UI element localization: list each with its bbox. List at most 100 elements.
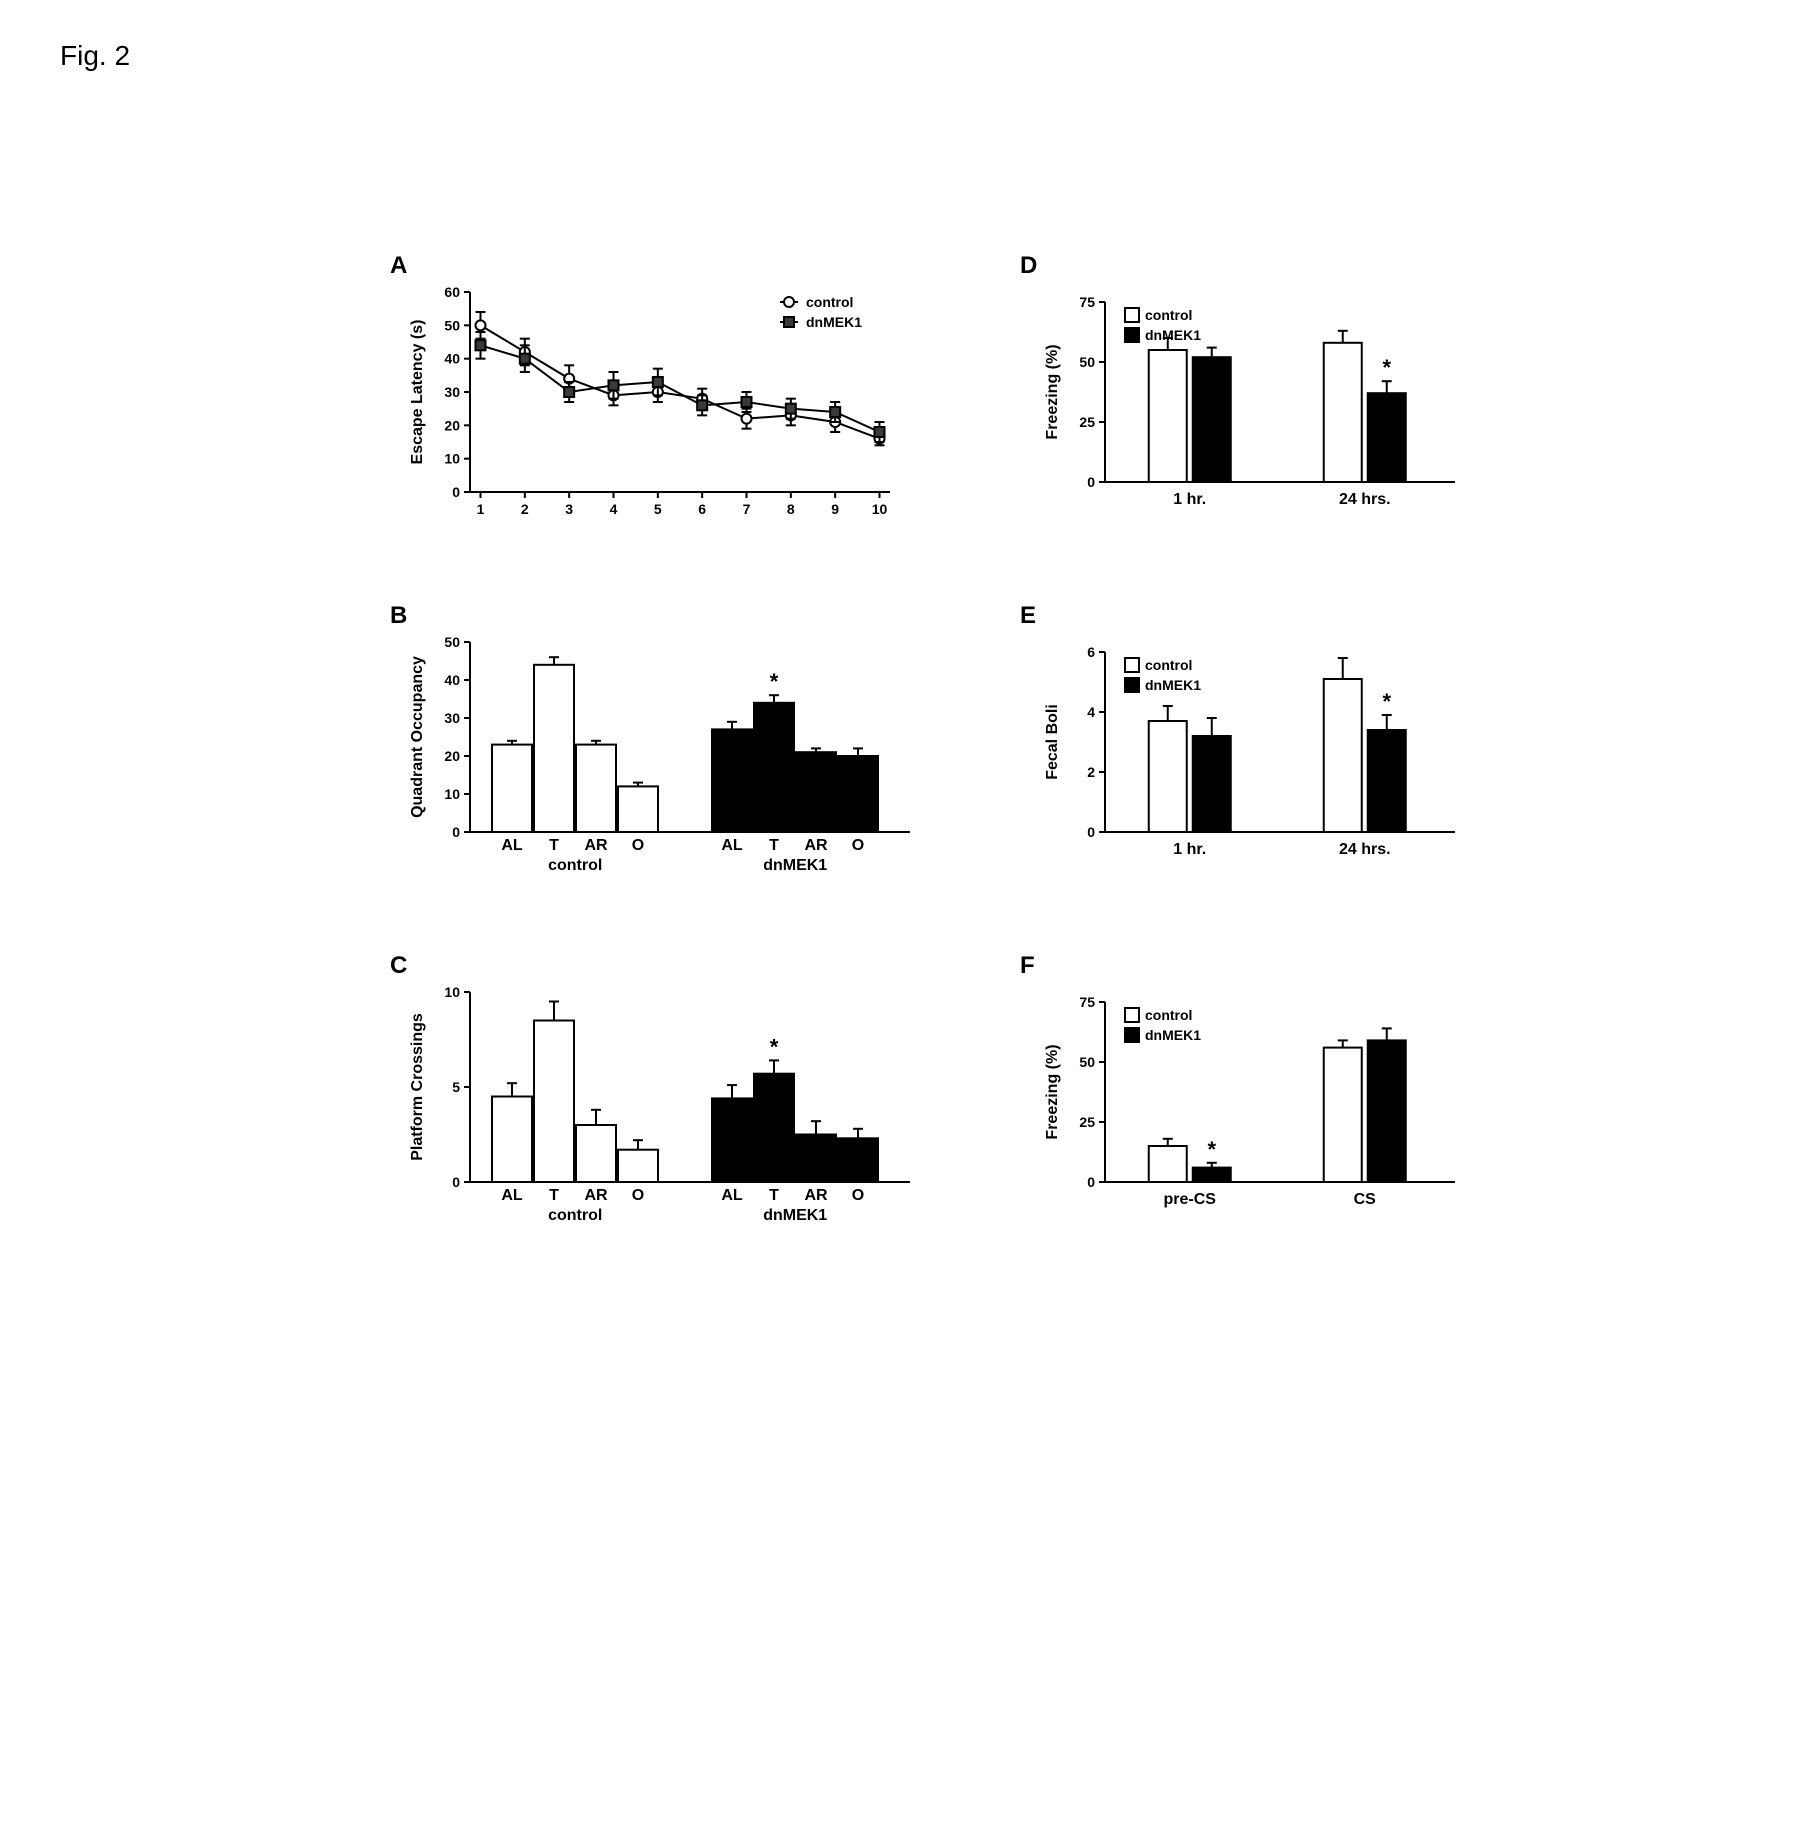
svg-text:Quadrant Occupancy: Quadrant Occupancy bbox=[409, 656, 426, 818]
svg-text:40: 40 bbox=[444, 351, 460, 367]
svg-text:9: 9 bbox=[831, 501, 839, 517]
svg-text:1 hr.: 1 hr. bbox=[1173, 491, 1206, 508]
svg-text:dnMEK1: dnMEK1 bbox=[1145, 327, 1201, 343]
svg-text:5: 5 bbox=[654, 501, 662, 517]
chart-d-freezing: 0 25 50 75 Freezing (%) 1 hr. * 24 hrs. control d… bbox=[1020, 252, 1490, 542]
svg-text:4: 4 bbox=[1087, 704, 1095, 720]
panel-c: C 0 5 10 Platform Crossings AL T AR Ocontrol AL *… bbox=[390, 952, 950, 1262]
svg-text:10: 10 bbox=[444, 786, 460, 802]
panel-letter-e: E bbox=[1020, 602, 1036, 630]
svg-text:20: 20 bbox=[444, 748, 460, 764]
svg-text:1 hr.: 1 hr. bbox=[1173, 841, 1206, 858]
svg-text:50: 50 bbox=[444, 634, 460, 650]
svg-text:40: 40 bbox=[444, 672, 460, 688]
svg-text:AR: AR bbox=[584, 1187, 608, 1204]
svg-text:control: control bbox=[1145, 657, 1192, 673]
panel-a: A 0102030405060Escape Latency (s)1234567… bbox=[390, 252, 950, 562]
svg-text:2: 2 bbox=[521, 501, 529, 517]
svg-text:Escape Latency (s): Escape Latency (s) bbox=[409, 320, 426, 465]
svg-text:O: O bbox=[632, 837, 644, 854]
svg-text:10: 10 bbox=[444, 984, 460, 1000]
svg-text:pre-CS: pre-CS bbox=[1164, 1191, 1217, 1208]
svg-text:5: 5 bbox=[452, 1079, 460, 1095]
chart-a-escape-latency: 0102030405060Escape Latency (s)123456789… bbox=[390, 252, 950, 542]
svg-text:Freezing (%): Freezing (%) bbox=[1044, 344, 1061, 439]
panel-letter-b: B bbox=[390, 602, 407, 630]
svg-text:AR: AR bbox=[804, 837, 828, 854]
svg-text:60: 60 bbox=[444, 284, 460, 300]
figure-panel-grid: A 0102030405060Escape Latency (s)1234567… bbox=[390, 252, 1540, 1262]
svg-text:dnMEK1: dnMEK1 bbox=[1145, 677, 1201, 693]
svg-text:AL: AL bbox=[721, 1187, 743, 1204]
svg-text:*: * bbox=[1382, 355, 1391, 380]
svg-text:6: 6 bbox=[1087, 644, 1095, 660]
panel-e: E 0 2 4 6 Fecal Boli 1 hr. * 24 hrs. control dnME… bbox=[1020, 602, 1540, 912]
svg-text:*: * bbox=[770, 1034, 779, 1059]
svg-text:AL: AL bbox=[501, 1187, 523, 1204]
svg-text:0: 0 bbox=[1087, 1174, 1095, 1190]
svg-text:T: T bbox=[549, 1187, 559, 1204]
svg-text:AR: AR bbox=[804, 1187, 828, 1204]
svg-text:*: * bbox=[770, 669, 779, 694]
svg-text:control: control bbox=[1145, 1007, 1192, 1023]
svg-text:CS: CS bbox=[1354, 1191, 1377, 1208]
svg-text:30: 30 bbox=[444, 384, 460, 400]
svg-text:24 hrs.: 24 hrs. bbox=[1339, 841, 1391, 858]
svg-text:control: control bbox=[548, 1207, 602, 1224]
svg-text:O: O bbox=[632, 1187, 644, 1204]
svg-text:Freezing (%): Freezing (%) bbox=[1044, 1044, 1061, 1139]
svg-text:25: 25 bbox=[1079, 1114, 1095, 1130]
panel-letter-d: D bbox=[1020, 252, 1037, 280]
svg-text:0: 0 bbox=[1087, 824, 1095, 840]
svg-text:2: 2 bbox=[1087, 764, 1095, 780]
figure-label: Fig. 2 bbox=[60, 40, 1755, 72]
svg-text:3: 3 bbox=[565, 501, 573, 517]
svg-text:dnMEK1: dnMEK1 bbox=[806, 314, 862, 330]
svg-text:30: 30 bbox=[444, 710, 460, 726]
panel-letter-c: C bbox=[390, 952, 407, 980]
svg-text:20: 20 bbox=[444, 417, 460, 433]
svg-text:0: 0 bbox=[452, 484, 460, 500]
svg-text:25: 25 bbox=[1079, 414, 1095, 430]
svg-text:T: T bbox=[769, 837, 779, 854]
svg-text:AL: AL bbox=[501, 837, 523, 854]
svg-text:4: 4 bbox=[610, 501, 618, 517]
svg-text:dnMEK1: dnMEK1 bbox=[1145, 1027, 1201, 1043]
svg-text:24 hrs.: 24 hrs. bbox=[1339, 491, 1391, 508]
panel-b: B 0 10 20 30 40 50 Quadrant Occupancy AL T AR Ocon… bbox=[390, 602, 950, 912]
svg-text:75: 75 bbox=[1079, 294, 1095, 310]
svg-text:50: 50 bbox=[1079, 354, 1095, 370]
panel-d: D 0 25 50 75 Freezing (%) 1 hr. * 24 hrs. contro… bbox=[1020, 252, 1540, 562]
svg-text:*: * bbox=[1382, 689, 1391, 714]
svg-text:75: 75 bbox=[1079, 994, 1095, 1010]
svg-text:control: control bbox=[806, 294, 853, 310]
svg-text:AR: AR bbox=[584, 837, 608, 854]
svg-text:50: 50 bbox=[444, 317, 460, 333]
svg-text:0: 0 bbox=[452, 1174, 460, 1190]
svg-text:Platform Crossings: Platform Crossings bbox=[409, 1013, 426, 1161]
svg-text:6: 6 bbox=[698, 501, 706, 517]
svg-text:O: O bbox=[852, 1187, 864, 1204]
svg-text:control: control bbox=[1145, 307, 1192, 323]
chart-f-freezing-cs: 0 25 50 75 Freezing (%) * pre-CS CS control dnMEK… bbox=[1020, 952, 1490, 1242]
svg-text:Fecal Boli: Fecal Boli bbox=[1044, 704, 1061, 780]
chart-c-platform-crossings: 0 5 10 Platform Crossings AL T AR Ocontrol AL * T A… bbox=[390, 952, 950, 1242]
svg-text:10: 10 bbox=[444, 451, 460, 467]
svg-text:0: 0 bbox=[452, 824, 460, 840]
svg-text:O: O bbox=[852, 837, 864, 854]
svg-text:T: T bbox=[769, 1187, 779, 1204]
chart-e-fecal-boli: 0 2 4 6 Fecal Boli 1 hr. * 24 hrs. control dnMEK1 bbox=[1020, 602, 1490, 892]
panel-letter-a: A bbox=[390, 252, 407, 280]
svg-text:AL: AL bbox=[721, 837, 743, 854]
svg-text:*: * bbox=[1207, 1137, 1216, 1162]
svg-text:0: 0 bbox=[1087, 474, 1095, 490]
panel-letter-f: F bbox=[1020, 952, 1035, 980]
svg-text:dnMEK1: dnMEK1 bbox=[763, 1207, 827, 1224]
svg-text:50: 50 bbox=[1079, 1054, 1095, 1070]
svg-text:control: control bbox=[548, 857, 602, 874]
svg-text:8: 8 bbox=[787, 501, 795, 517]
svg-text:7: 7 bbox=[743, 501, 751, 517]
chart-b-quadrant-occupancy: 0 10 20 30 40 50 Quadrant Occupancy AL T AR Ocontr… bbox=[390, 602, 950, 892]
svg-text:10: 10 bbox=[872, 501, 888, 517]
svg-text:dnMEK1: dnMEK1 bbox=[763, 857, 827, 874]
